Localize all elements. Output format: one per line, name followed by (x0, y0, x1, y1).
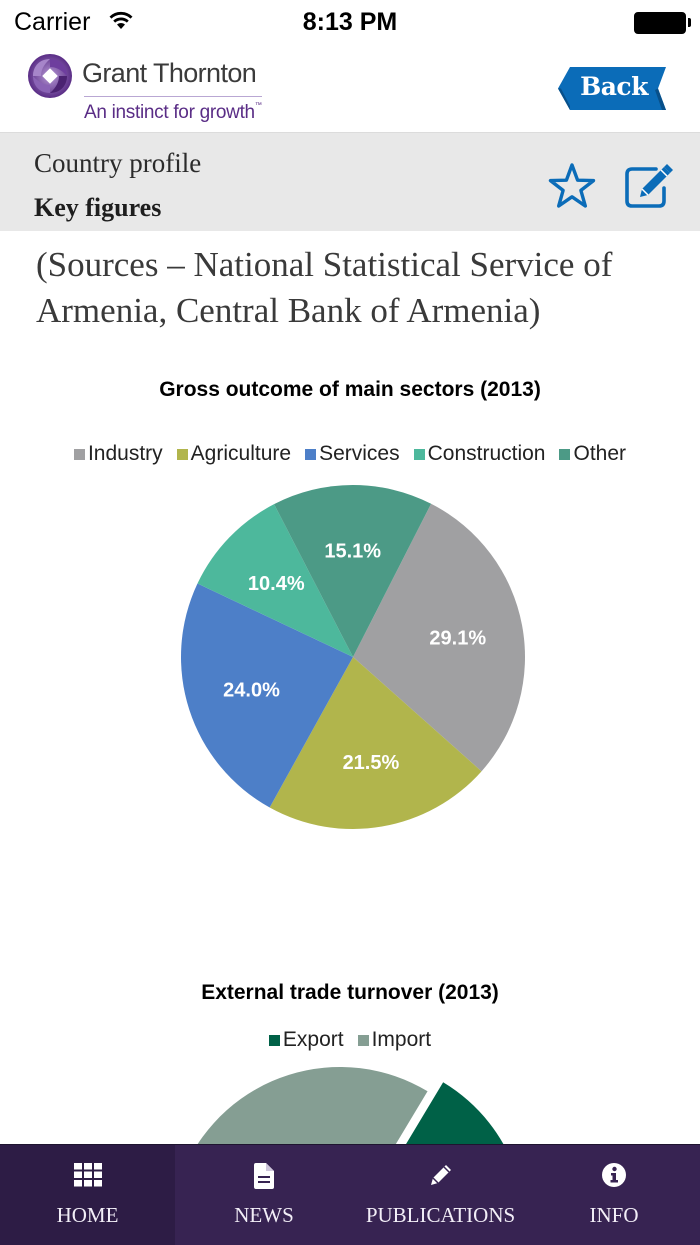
legend-trade: Export Import (0, 1028, 700, 1052)
carrier-label: Carrier (14, 8, 91, 36)
pie-label: 21.5% (343, 752, 400, 774)
legend-label: Import (371, 1028, 432, 1051)
back-ribbon-shape (558, 67, 666, 110)
app-header: Grant Thornton An instinct for growth™ B… (0, 46, 700, 132)
document-icon (175, 1163, 353, 1189)
trademark-mark: ™ (254, 102, 262, 109)
tab-bar: HOME NEWS PUBLICATIONS (0, 1144, 700, 1245)
legend-swatch (73, 448, 85, 460)
grant-thornton-logo-icon (27, 53, 73, 104)
legend-label: Industry (87, 442, 163, 465)
pie-chart-sectors: 29.1% 21.5% 24.0% 10.4% 15.1% (180, 485, 525, 829)
page-title: Key figures (34, 193, 162, 222)
legend-swatch (559, 448, 571, 460)
pie-chart-trade (197, 1067, 504, 1144)
legend-swatch (413, 448, 425, 460)
pie-label: 10.4% (248, 573, 305, 595)
back-label: Back (580, 72, 648, 101)
tab-label: PUBLICATIONS (365, 1203, 516, 1227)
logo-tagline: An instinct for growth™ (84, 102, 262, 124)
favorite-button[interactable] (547, 162, 597, 210)
title-bar: Country profile Key figures (0, 132, 700, 231)
pie-label: 24.0% (223, 680, 280, 702)
section-label: Country profile (34, 148, 202, 178)
pie-slice-agriculture (269, 657, 482, 829)
star-icon (548, 163, 596, 208)
edit-note-button[interactable] (622, 161, 678, 211)
legend-swatch (357, 1034, 369, 1046)
chart-title-sectors: Gross outcome of main sectors (2013) (159, 378, 541, 401)
legend-item-agriculture: Agriculture (176, 442, 292, 466)
pie-slice-export (406, 1082, 504, 1144)
legend-item-other: Other (559, 442, 626, 466)
pie-slice-construction (197, 504, 353, 657)
content-scroll-area[interactable]: (Sources – National Statistical Service … (0, 230, 700, 1144)
sources-text: (Sources – National Statistical Service … (36, 245, 613, 330)
tab-label: INFO (589, 1203, 639, 1227)
tab-publications[interactable]: PUBLICATIONS (353, 1145, 528, 1245)
tab-label: HOME (56, 1203, 119, 1227)
legend-label: Export (282, 1028, 344, 1051)
legend-label: Services (319, 442, 400, 465)
pencil-icon (353, 1163, 528, 1187)
legend-item-services: Services (305, 442, 400, 466)
pie-slice-industry (353, 503, 525, 772)
wifi-icon (108, 10, 134, 35)
status-time: 8:13 PM (302, 8, 398, 36)
legend-sectors: Industry Agriculture Services Constructi… (0, 442, 700, 466)
battery-nub (688, 18, 691, 27)
legend-swatch (176, 448, 188, 460)
pie-label: 15.1% (324, 540, 381, 562)
back-button[interactable]: Back (556, 66, 668, 111)
info-icon (528, 1163, 700, 1187)
tab-label: NEWS (234, 1203, 294, 1227)
status-bar: Carrier 8:13 PM (0, 0, 700, 46)
pie-slice-other (274, 485, 432, 657)
logo-divider (84, 96, 262, 97)
tab-home[interactable]: HOME (0, 1145, 175, 1245)
pie-slice-import (197, 1067, 428, 1144)
legend-item-import: Import (357, 1028, 432, 1052)
legend-label: Construction (427, 442, 546, 465)
logo-name: Grant Thornton (82, 58, 257, 88)
pie-slice-services (180, 583, 353, 808)
legend-label: Agriculture (190, 442, 292, 465)
legend-swatch (268, 1034, 280, 1046)
pie-label: 29.1% (429, 627, 486, 649)
battery-icon (634, 12, 686, 34)
legend-label: Other (573, 442, 627, 465)
tab-info[interactable]: INFO (528, 1145, 700, 1245)
grid-icon (0, 1163, 175, 1187)
legend-swatch (305, 448, 317, 460)
logo-tagline-text: An instinct for growth (84, 102, 255, 123)
legend-item-export: Export (268, 1028, 344, 1052)
chart-title-trade: External trade turnover (2013) (201, 981, 499, 1004)
edit-icon (625, 164, 673, 208)
tab-news[interactable]: NEWS (175, 1145, 353, 1245)
legend-item-industry: Industry (73, 442, 163, 466)
legend-item-construction: Construction (413, 442, 546, 466)
